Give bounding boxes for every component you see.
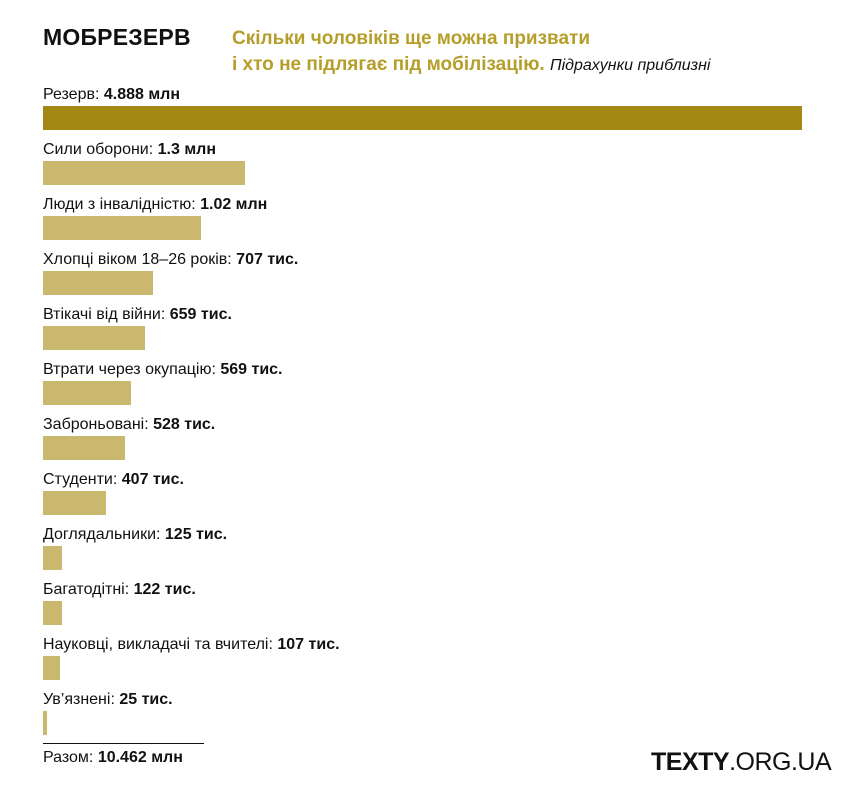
bar-row: Резерв: 4.888 млн — [43, 84, 823, 139]
value-label: 107 тис. — [277, 636, 340, 653]
bar-label: Хлопці віком 18–26 років: 707 тис. — [43, 249, 298, 271]
category-label: Резерв: — [43, 86, 104, 103]
bar-label: Сили оборони: 1.3 млн — [43, 139, 216, 161]
bar-row: Хлопці віком 18–26 років: 707 тис. — [43, 249, 823, 304]
category-label: Втрати через окупацію: — [43, 361, 221, 378]
source-logo-bold: TEXTY — [651, 748, 730, 776]
bar-row: Науковці, викладачі та вчителі: 107 тис. — [43, 634, 823, 689]
value-label: 25 тис. — [119, 691, 173, 708]
bar — [43, 271, 153, 295]
total-value: 10.462 млн — [97, 749, 183, 766]
value-label: 528 тис. — [153, 416, 216, 433]
brand-title: МОБРЕЗЕРВ — [43, 24, 191, 50]
bar-label: Заброньовані: 528 тис. — [43, 414, 215, 436]
total-summary: Разом: 10.462 млн — [43, 749, 183, 767]
category-label: Заброньовані: — [43, 416, 154, 433]
bar — [43, 491, 106, 515]
bar-label: Науковці, викладачі та вчителі: 107 тис. — [43, 634, 340, 656]
total-divider — [43, 743, 204, 744]
bar-label: Ув’язнені: 25 тис. — [43, 689, 173, 711]
bar-label: Доглядальники: 125 тис. — [43, 524, 227, 546]
bar-row: Багатодітні: 122 тис. — [43, 579, 823, 634]
bar — [43, 161, 245, 185]
value-label: 569 тис. — [220, 361, 283, 378]
value-label: 659 тис. — [169, 306, 232, 323]
chart-subtitle: Скільки чоловіків ще можна призвати і хт… — [232, 26, 832, 79]
bar-row: Втрати через окупацію: 569 тис. — [43, 359, 823, 414]
source-logo-rest: .ORG.UA — [729, 748, 832, 776]
bar — [43, 601, 62, 625]
bar — [43, 216, 201, 240]
bar-row: Заброньовані: 528 тис. — [43, 414, 823, 469]
value-label: 707 тис. — [236, 251, 299, 268]
estimate-note: Підрахунки приблизні — [549, 57, 711, 74]
bar-label: Студенти: 407 тис. — [43, 469, 184, 491]
bar-row: Студенти: 407 тис. — [43, 469, 823, 524]
bar — [43, 436, 125, 460]
value-label: 125 тис. — [164, 526, 228, 543]
subtitle-line-2: і хто не підлягає під мобілізацію. Підра… — [232, 52, 832, 79]
value-label: 4.888 млн — [103, 86, 181, 103]
subtitle-line-1: Скільки чоловіків ще можна призвати — [232, 28, 591, 49]
bar — [43, 656, 60, 680]
bar-row: Ув’язнені: 25 тис. — [43, 689, 823, 744]
category-label: Хлопці віком 18–26 років: — [43, 251, 237, 268]
total-label: Разом: — [43, 749, 94, 766]
bar — [43, 711, 47, 735]
category-label: Багатодітні: — [43, 581, 134, 598]
bar-chart: Резерв: 4.888 млн Сили оборони: 1.3 млн Лю… — [43, 84, 823, 744]
category-label: Ув’язнені: — [43, 691, 120, 708]
bar — [43, 546, 62, 570]
value-label: 122 тис. — [133, 581, 196, 598]
bar-row: Доглядальники: 125 тис. — [43, 524, 823, 579]
bar-label: Багатодітні: 122 тис. — [43, 579, 196, 601]
bar-row: Люди з інвалідністю: 1.02 млн — [43, 194, 823, 249]
source-logo: TEXTY.ORG.UA — [651, 748, 832, 777]
category-label: Сили оборони: — [43, 141, 158, 158]
category-label: Доглядальники: — [43, 526, 165, 543]
value-label: 1.3 млн — [157, 141, 216, 158]
category-label: Студенти: — [43, 471, 122, 488]
subtitle-line-2-text: і хто не підлягає під мобілізацію. — [232, 54, 545, 75]
bar-label: Втрати через окупацію: 569 тис. — [43, 359, 283, 381]
bar — [43, 326, 145, 350]
bar — [43, 381, 131, 405]
bar-label: Резерв: 4.888 млн — [43, 84, 180, 106]
bar-row: Втікачі від війни: 659 тис. — [43, 304, 823, 359]
bar-label: Люди з інвалідністю: 1.02 млн — [43, 194, 267, 216]
category-label: Науковці, викладачі та вчителі: — [43, 636, 278, 653]
bar-row: Сили оборони: 1.3 млн — [43, 139, 823, 194]
category-label: Втікачі від війни: — [43, 306, 170, 323]
value-label: 1.02 млн — [200, 196, 268, 213]
value-label: 407 тис. — [121, 471, 184, 488]
bar-label: Втікачі від війни: 659 тис. — [43, 304, 232, 326]
bar — [43, 106, 802, 130]
category-label: Люди з інвалідністю: — [43, 196, 201, 213]
